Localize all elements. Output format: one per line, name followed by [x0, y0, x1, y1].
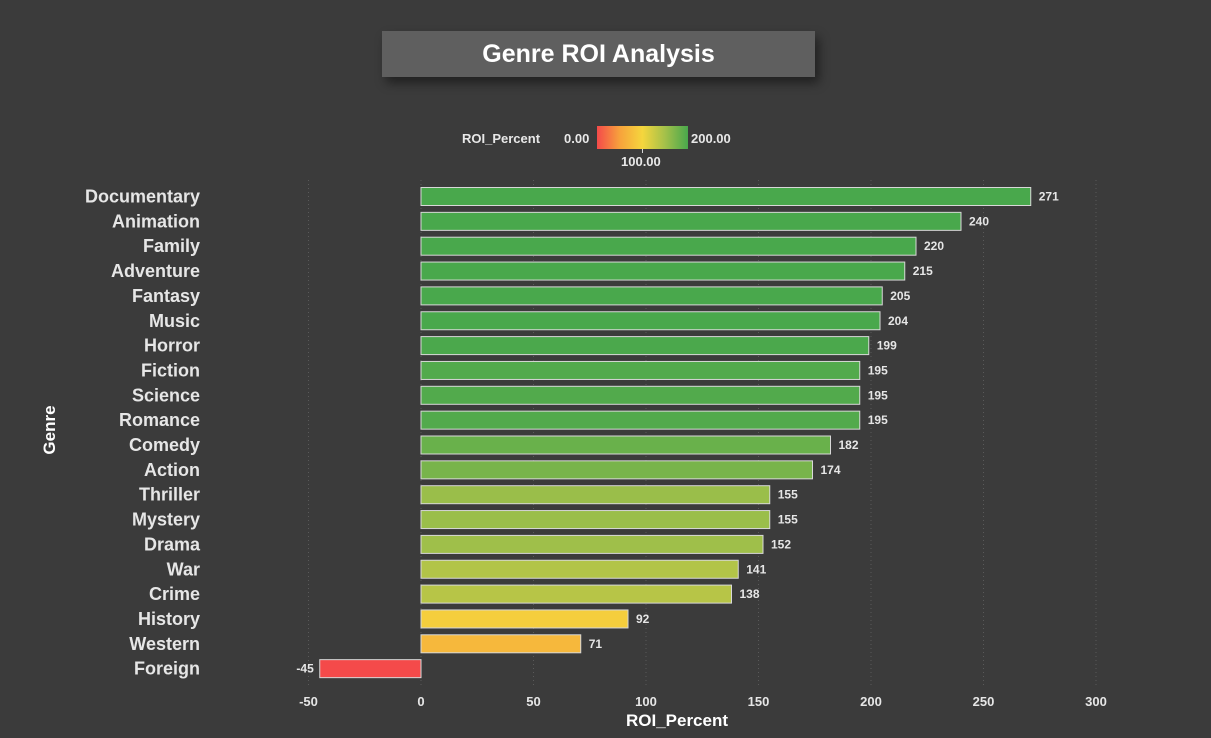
bar-history: [420, 609, 629, 629]
bar-family: [420, 236, 917, 256]
category-label: Horror: [144, 336, 200, 356]
bar-animation: [420, 211, 962, 231]
value-label: 220: [924, 239, 944, 253]
bar-action: [420, 460, 813, 480]
value-label: 155: [778, 488, 798, 502]
colorbar-mid-tick: [642, 149, 643, 153]
bar-war: [420, 559, 739, 579]
y-axis-label: Genre: [40, 405, 59, 455]
value-label: 152: [771, 537, 791, 551]
category-label: Fantasy: [132, 286, 200, 306]
category-label: Music: [149, 311, 200, 331]
x-tick-label: 100: [635, 694, 657, 709]
category-label: Drama: [144, 534, 201, 554]
x-tick-label: -50: [299, 694, 318, 709]
value-label: 71: [589, 637, 603, 651]
value-label: 195: [868, 388, 888, 402]
category-label: Western: [129, 634, 200, 654]
value-label: 215: [913, 264, 933, 278]
category-label: War: [167, 559, 200, 579]
value-label: 92: [636, 612, 650, 626]
x-tick-label: 50: [526, 694, 540, 709]
category-label: Mystery: [132, 510, 200, 530]
value-label: 195: [868, 363, 888, 377]
x-tick-label: 250: [973, 694, 995, 709]
category-label: Animation: [112, 211, 200, 231]
category-label: Family: [143, 236, 200, 256]
value-label: -45: [296, 662, 314, 676]
value-label: 204: [888, 314, 908, 328]
colorbar-min-label: 0.00: [564, 131, 590, 146]
category-label: Romance: [119, 410, 200, 430]
category-label: Crime: [149, 584, 200, 604]
bar-science: [420, 385, 861, 405]
bar-drama: [420, 534, 764, 554]
bar-crime: [420, 584, 732, 604]
bar-comedy: [420, 435, 831, 455]
category-label: Comedy: [129, 435, 200, 455]
x-tick-label: 300: [1085, 694, 1107, 709]
category-label: Thriller: [139, 485, 200, 505]
bar-adventure: [420, 261, 906, 281]
colorbar: [597, 126, 688, 149]
value-label: 195: [868, 413, 888, 427]
bar-thriller: [420, 485, 771, 505]
value-label: 174: [821, 463, 841, 477]
value-label: 240: [969, 214, 989, 228]
bar-mystery: [420, 510, 771, 530]
value-label: 141: [746, 562, 766, 576]
value-label: 199: [877, 339, 897, 353]
colorbar-max-label: 200.00: [691, 131, 731, 146]
category-label: Fiction: [141, 360, 200, 380]
value-label: 138: [740, 587, 760, 601]
chart-title: Genre ROI Analysis: [382, 31, 815, 77]
bar-horror: [420, 336, 870, 356]
x-tick-label: 0: [417, 694, 424, 709]
bar-romance: [420, 410, 861, 430]
category-label: Foreign: [134, 659, 200, 679]
category-label: Science: [132, 385, 200, 405]
value-label: 271: [1039, 190, 1059, 204]
x-tick-label: 200: [860, 694, 882, 709]
category-label: Action: [144, 460, 200, 480]
x-tick-label: 150: [748, 694, 770, 709]
bar-western: [420, 634, 582, 654]
bar-music: [420, 311, 881, 331]
bar-fantasy: [420, 286, 883, 306]
category-label: Adventure: [111, 261, 200, 281]
value-label: 182: [839, 438, 859, 452]
bar-fiction: [420, 360, 861, 380]
category-label: Documentary: [85, 187, 200, 207]
x-axis-label: ROI_Percent: [625, 711, 729, 730]
colorbar-label: ROI_Percent: [462, 131, 541, 146]
bar-documentary: [420, 187, 1032, 206]
value-label: 155: [778, 513, 798, 527]
category-label: History: [138, 609, 200, 629]
value-label: 205: [890, 289, 910, 303]
bar-foreign: [319, 659, 422, 679]
colorbar-mid-label: 100.00: [621, 154, 661, 169]
